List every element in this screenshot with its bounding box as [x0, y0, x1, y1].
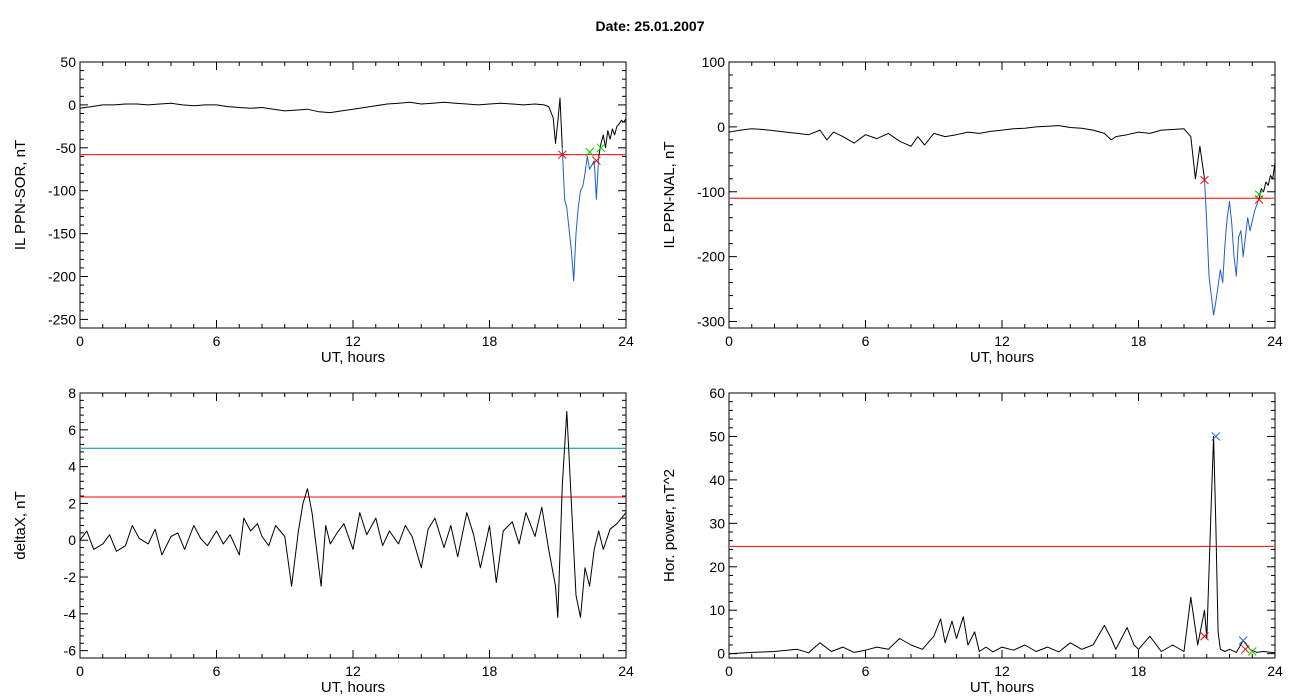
x-tick-label: 6	[862, 663, 870, 679]
x-tick-label: 12	[994, 663, 1010, 679]
y-tick-label: 100	[702, 54, 726, 70]
y-tick-label: -4	[64, 606, 77, 622]
x-tick-label: 24	[618, 333, 634, 349]
event-marker-stroke	[1254, 189, 1264, 199]
plot-frame	[79, 392, 627, 659]
event-marker-stroke	[1238, 636, 1248, 645]
event-marker-stroke	[1200, 631, 1209, 641]
x-tick-label: 6	[862, 333, 870, 349]
event-marker-stroke	[1211, 432, 1221, 441]
y-tick-label: 50	[60, 54, 76, 70]
series-line-2	[561, 147, 600, 282]
y-axis-label: Hor. power, nT^2	[661, 469, 678, 582]
y-tick-label: -50	[56, 140, 76, 156]
x-axis-label: UT, hours	[321, 349, 385, 366]
chart-panel-2: 0 6 12 18 24 100 0 -100 -200 -300 UT, hours IL PPN-…	[661, 54, 1283, 366]
series-line-1	[728, 435, 1276, 655]
y-tick-label: 0	[68, 97, 76, 113]
y-tick-label: -250	[48, 311, 76, 327]
y-tick-label: -2	[64, 569, 77, 585]
plot-frame	[728, 392, 1276, 659]
figure-title: Date: 25.01.2007	[595, 18, 705, 34]
event-marker	[592, 156, 601, 166]
y-axis-label: IL PPN-SOR, nT	[12, 140, 29, 250]
event-marker-stroke	[592, 156, 601, 166]
x-tick-label: 18	[1131, 663, 1147, 679]
x-tick-label: 0	[76, 333, 84, 349]
y-tick-label: 60	[709, 385, 725, 401]
y-tick-label: 4	[68, 459, 76, 475]
y-tick-label: -100	[697, 184, 725, 200]
event-marker-stroke	[1200, 175, 1209, 185]
y-tick-label: 30	[709, 515, 725, 531]
y-tick-label: -100	[48, 183, 76, 199]
x-axis-label: UT, hours	[321, 679, 385, 696]
event-marker	[1211, 432, 1221, 441]
y-tick-label: -200	[48, 269, 76, 285]
series-line-3	[1258, 162, 1276, 199]
y-tick-label: -200	[697, 249, 725, 265]
event-marker	[1238, 636, 1248, 645]
event-marker	[1200, 631, 1209, 641]
chart-panel-4: 0 6 12 18 24 60 50 40 30 20 10 0 UT, hours Hor. power…	[661, 385, 1283, 696]
y-tick-label: 6	[68, 422, 76, 438]
y-tick-label: 0	[717, 119, 725, 135]
event-marker	[1247, 647, 1257, 656]
plot-frame	[728, 61, 1276, 329]
event-marker-stroke	[1247, 647, 1257, 656]
y-tick-label: 0	[717, 646, 725, 662]
x-axis-label: UT, hours	[970, 349, 1034, 366]
y-tick-label: 10	[709, 602, 725, 618]
y-tick-label: 0	[68, 532, 76, 548]
y-axis-label: deltaX, nT	[12, 491, 29, 559]
event-marker	[557, 150, 567, 160]
event-marker	[585, 147, 594, 157]
chart-panel-3: 0 6 12 18 24 8 6 4 2 0 -2 -4 -6 UT, hours deltaX, nT	[12, 385, 634, 696]
event-marker-stroke	[585, 147, 594, 157]
y-tick-label: 50	[709, 428, 725, 444]
event-marker	[1200, 175, 1209, 185]
x-axis-label: UT, hours	[970, 679, 1034, 696]
event-marker-stroke	[1241, 644, 1250, 654]
x-tick-label: 18	[482, 333, 498, 349]
x-tick-label: 24	[1267, 663, 1283, 679]
x-tick-label: 0	[725, 333, 733, 349]
x-tick-label: 18	[482, 663, 498, 679]
x-tick-label: 24	[618, 663, 634, 679]
series-line-2	[1204, 178, 1260, 316]
x-tick-label: 6	[213, 333, 221, 349]
x-tick-label: 24	[1267, 333, 1283, 349]
series-line-1	[728, 125, 1205, 180]
y-tick-label: 20	[709, 559, 725, 575]
x-tick-label: 12	[345, 333, 361, 349]
event-marker-stroke	[596, 143, 606, 153]
chart-panel-1: 0 6 12 18 24 50 0 -50 -100 -150 -200 -250 UT, hours I…	[12, 54, 634, 366]
event-marker	[1254, 189, 1264, 199]
series-line-1	[79, 97, 563, 148]
event-marker	[596, 143, 606, 153]
y-tick-label: 2	[68, 495, 76, 511]
event-marker-stroke	[557, 150, 567, 160]
series-line-1	[79, 410, 627, 618]
x-tick-label: 0	[725, 663, 733, 679]
y-tick-label: -300	[697, 314, 725, 330]
x-tick-label: 12	[994, 333, 1010, 349]
x-tick-label: 0	[76, 663, 84, 679]
event-marker	[1241, 644, 1250, 654]
y-tick-label: -6	[64, 643, 77, 659]
y-tick-label: 40	[709, 472, 725, 488]
x-tick-label: 18	[1131, 333, 1147, 349]
y-tick-label: -150	[48, 226, 76, 242]
y-axis-label: IL PPN-NAL, nT	[661, 142, 678, 249]
x-tick-label: 6	[213, 663, 221, 679]
y-tick-label: 8	[68, 385, 76, 401]
series-line-3	[598, 118, 627, 157]
x-tick-label: 12	[345, 663, 361, 679]
plot-frame	[79, 61, 627, 329]
